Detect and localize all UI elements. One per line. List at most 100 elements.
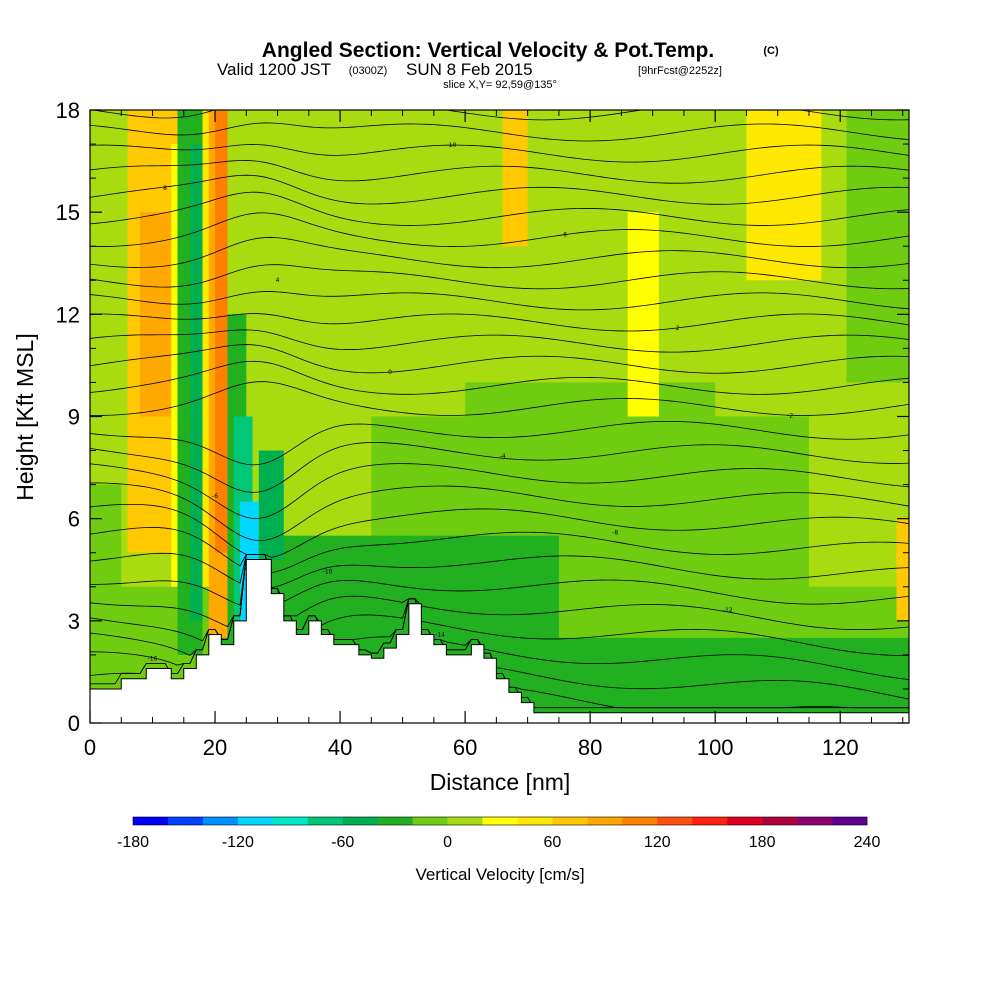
colorbar-swatch: [377, 817, 413, 825]
slice-info: slice X,Y= 92,59@135°: [443, 79, 557, 91]
plot-area: -16 -14 -12 -10 -8 -6 -4 -2 0 2 4 6 8 10 12: [90, 100, 909, 723]
contour-label: 12: [736, 100, 744, 107]
colorbar-swatch: [412, 817, 448, 825]
pot-temp-contour: [90, 212, 909, 247]
colorbar-swatch: [482, 817, 518, 825]
contour-label: -10: [323, 569, 333, 576]
contour-label: 10: [449, 142, 457, 149]
velocity-cell: [190, 144, 203, 621]
colorbar-swatch: [342, 817, 378, 825]
colorbar-swatch: [587, 817, 623, 825]
colorbar-swatch: [447, 817, 483, 825]
x-tick-label: 0: [84, 735, 96, 760]
colorbar-swatch: [307, 817, 344, 825]
colorbar-swatch: [832, 817, 868, 825]
colorbar-tick-label: 120: [644, 834, 671, 851]
contour-label: 4: [276, 277, 280, 284]
velocity-cell: [140, 212, 172, 417]
colorbar-swatch: [133, 817, 169, 825]
y-tick-label: 12: [56, 302, 80, 327]
colorbar-frame: [132, 816, 868, 826]
pot-temp-contour: [90, 160, 909, 184]
colorbar-swatch: [727, 817, 763, 825]
colorbar: -180 -120 -60 0 60 120 180 240: [117, 816, 881, 851]
colorbar-title: Vertical Velocity [cm/s]: [415, 865, 584, 884]
contour-label: -4: [500, 453, 506, 460]
contour-label: -6: [212, 493, 218, 500]
x-tick-label: 120: [822, 735, 859, 760]
pot-temp-contour: [90, 527, 909, 574]
y-tick-label: 18: [56, 98, 80, 123]
pot-temp-contours: -16 -14 -12 -10 -8 -6 -4 -2 0 2 4 6 8 10 12: [90, 100, 909, 709]
colorbar-swatch: [657, 817, 693, 825]
x-axis-label: Distance [nm]: [430, 769, 571, 795]
valid-time: Valid 1200 JST: [217, 60, 331, 79]
y-tick-label: 15: [56, 200, 80, 225]
contour-label: -12: [723, 607, 733, 614]
pot-temp-contour: [90, 291, 909, 311]
colorbar-tick-label: 240: [854, 834, 881, 851]
pot-temp-contour: [90, 122, 909, 142]
colorbar-tick-label: 60: [544, 834, 562, 851]
colorbar-swatch: [517, 817, 553, 825]
contour-label: -2: [787, 412, 793, 419]
velocity-cell: [846, 110, 909, 383]
pot-temp-contour: [90, 381, 909, 416]
y-tick-label: 0: [68, 711, 80, 736]
title-unit: (C): [763, 45, 779, 57]
pot-temp-contour: [90, 344, 909, 374]
velocity-cell: [502, 110, 528, 247]
pot-temp-contour: [90, 313, 909, 332]
x-tick-label: 80: [578, 735, 602, 760]
colorbar-swatch: [272, 817, 309, 825]
colorbar-tick-label: -180: [117, 834, 149, 851]
contour-label: -8: [612, 529, 618, 536]
contour-label: 8: [163, 185, 167, 192]
colorbar-tick-label: -120: [222, 834, 254, 851]
pot-temp-contour: [90, 463, 909, 519]
pot-temp-contour: [90, 552, 909, 589]
colorbar-tick-label: -60: [331, 834, 354, 851]
x-tick-label: 40: [328, 735, 352, 760]
colorbar-swatch: [622, 817, 658, 825]
pot-temp-contour: [90, 442, 909, 493]
pot-temp-contour: [90, 329, 909, 353]
pot-temp-contour: [90, 264, 909, 290]
pot-temp-contour: [90, 360, 909, 395]
velocity-cell: [746, 110, 822, 281]
pot-temp-contour: [90, 144, 909, 163]
valid-utc: (0300Z): [349, 65, 388, 77]
pot-temp-contour: [90, 110, 909, 121]
colorbar-swatch: [202, 817, 239, 825]
chart-title: Angled Section: Vertical Velocity & Pot.…: [262, 39, 714, 62]
velocity-cell: [496, 637, 909, 723]
velocity-field: [90, 110, 909, 723]
forecast-info: [9hrFcst@2252z]: [638, 65, 722, 77]
velocity-cell: [90, 484, 122, 723]
pot-temp-contour: [90, 482, 909, 542]
y-tick-label: 6: [68, 507, 80, 532]
x-tick-label: 60: [453, 735, 477, 760]
y-tick-label: 3: [68, 609, 80, 634]
colorbar-tick-label: 0: [443, 834, 452, 851]
y-tick-label: 9: [68, 405, 80, 430]
contour-label: 0: [388, 369, 392, 376]
pot-temp-contour: [90, 503, 909, 558]
colorbar-swatch: [167, 817, 204, 825]
contour-label: 6: [563, 232, 567, 239]
colorbar-swatch: [692, 817, 728, 825]
colorbar-tick-label: 180: [749, 834, 776, 851]
pot-temp-contour: [90, 554, 909, 631]
x-tick-label: 100: [697, 735, 734, 760]
colorbar-swatch: [797, 817, 833, 825]
y-axis-label: Height [Kft MSL]: [12, 333, 38, 500]
colorbar-swatch: [762, 817, 798, 825]
pot-temp-contour: [90, 191, 909, 226]
x-tick-label: 20: [203, 735, 227, 760]
pot-temp-contour: [90, 554, 909, 606]
pot-temp-contour: [90, 174, 909, 205]
velocity-cell: [258, 450, 284, 560]
colorbar-swatch: [552, 817, 588, 825]
